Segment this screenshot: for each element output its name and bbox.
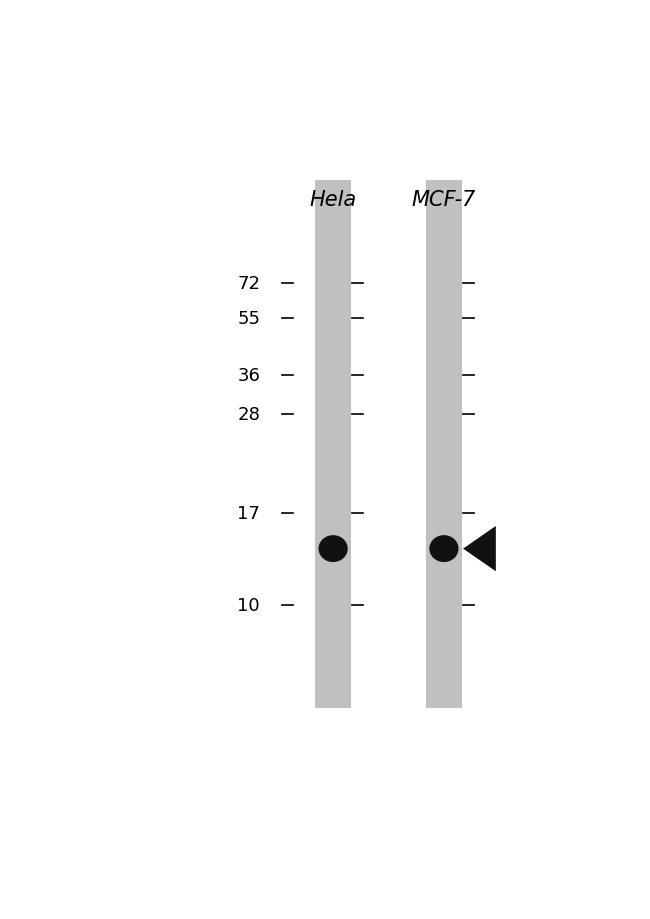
Text: 72: 72 — [237, 275, 260, 292]
Text: 28: 28 — [237, 405, 260, 424]
Text: 17: 17 — [237, 505, 260, 523]
Ellipse shape — [430, 536, 458, 562]
Polygon shape — [463, 527, 496, 572]
Bar — [426, 181, 462, 709]
Text: MCF-7: MCF-7 — [412, 189, 476, 210]
Bar — [315, 181, 351, 709]
Text: 55: 55 — [237, 310, 260, 328]
Text: Hela: Hela — [309, 189, 357, 210]
Text: 10: 10 — [237, 596, 260, 615]
Ellipse shape — [318, 536, 348, 562]
Text: 36: 36 — [237, 367, 260, 385]
